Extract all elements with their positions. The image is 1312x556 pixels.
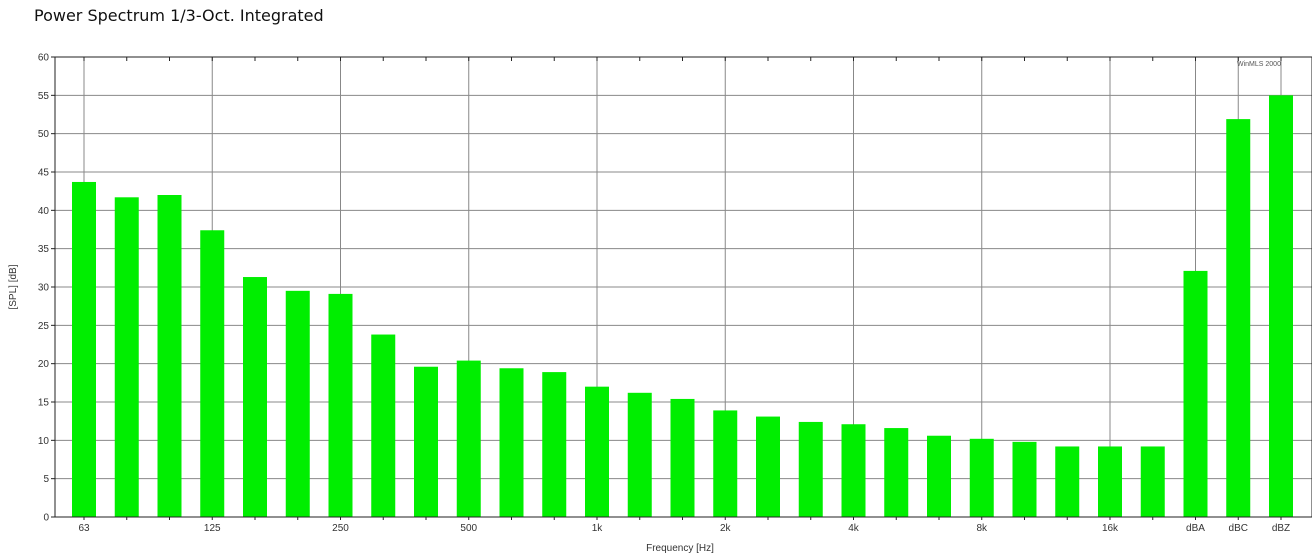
bar-800 [542,372,567,517]
y-tick-label: 15 [38,398,50,409]
bar-3.15k [798,421,823,517]
y-tick-label: 50 [38,129,50,140]
x-tick-label: 250 [332,523,349,534]
x-tick-label: dBC [1229,523,1248,534]
watermark: WinMLS 2000 [1237,61,1281,68]
bar-1.6k [670,398,695,517]
bar-160 [243,277,267,517]
x-tick-label: 4k [848,523,860,534]
bar-315 [371,334,396,517]
y-axis: 0 5 10 15 20 25 30 35 40 45 50 55 60 [38,53,55,524]
bar-400 [414,366,438,517]
x-tick-label: 16k [1102,523,1119,534]
bar-1k [585,386,609,517]
x-tick-label: 125 [204,523,221,534]
bar-500 [456,360,481,517]
bar-4k [841,424,866,517]
y-tick-label: 40 [38,206,50,217]
bar-6.3k [927,435,951,517]
y-tick-label: 0 [43,513,49,524]
bar-8k [969,438,994,517]
bar-dBA [1183,270,1208,517]
x-tick-label: dBZ [1272,523,1290,534]
y-tick-label: 25 [38,321,50,332]
y-axis-title: [SPL] [dB] [8,264,19,309]
bar-630 [499,368,524,517]
bar-2.5k [756,416,780,517]
bar-200 [285,290,310,517]
bars [72,95,1293,518]
bar-5k [884,428,909,517]
y-tick-label: 5 [43,474,49,485]
y-tick-label: 30 [38,283,50,294]
y-tick-label: 45 [38,168,50,179]
bar-2k [713,410,738,517]
bar-80 [114,197,139,518]
x-tick-label: 500 [460,523,477,534]
bar-10k [1012,441,1037,517]
bar-1.25k [627,392,652,517]
bar-125 [200,230,225,517]
x-tick-label: 63 [78,523,90,534]
x-tick-label: 2k [720,523,732,534]
bar-dBZ [1269,95,1293,517]
bar-12.5k [1055,446,1080,517]
bar-250 [328,293,353,517]
bar-63 [72,181,96,517]
y-tick-label: 20 [38,359,50,370]
x-axis-title: Frequency [Hz] [646,543,714,554]
y-tick-label: 60 [38,53,50,64]
bar-16k [1098,446,1122,517]
y-tick-label: 10 [38,436,50,447]
x-axis: 63 125 250 500 1k 2k 4k 8k 16k dBA dBC dBZ [78,517,1290,534]
x-tick-label: 8k [976,523,988,534]
x-tick-label: 1k [592,523,604,534]
window-title: Power Spectrum 1/3-Oct. Integrated [34,6,324,25]
y-tick-label: 35 [38,244,50,255]
bar-100 [157,195,182,517]
x-tick-label: dBA [1186,523,1205,534]
y-tick-label: 55 [38,91,50,102]
bar-dBC [1226,119,1251,517]
bar-20k [1140,446,1165,517]
